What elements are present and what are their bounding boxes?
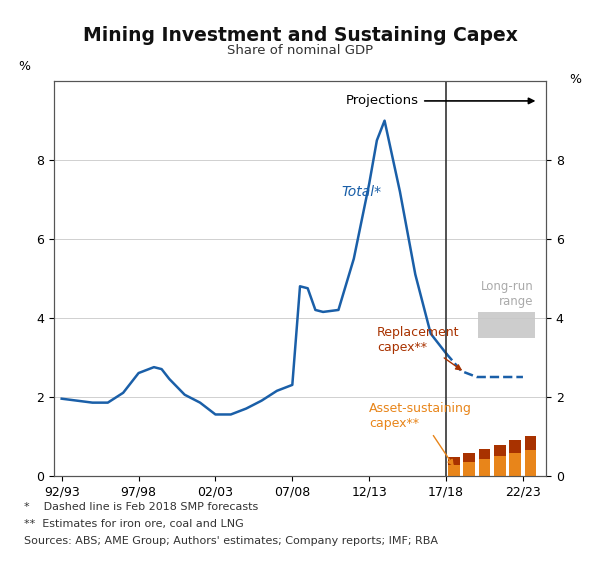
Bar	[479, 459, 490, 476]
Bar	[479, 449, 490, 459]
Text: **  Estimates for iron ore, coal and LNG: ** Estimates for iron ore, coal and LNG	[24, 519, 244, 529]
Bar	[463, 453, 475, 462]
Text: Share of nominal GDP: Share of nominal GDP	[227, 44, 373, 56]
Bar	[525, 436, 536, 450]
Text: Asset-sustaining
capex**: Asset-sustaining capex**	[369, 403, 472, 465]
Text: Projections: Projections	[346, 95, 533, 107]
Bar	[494, 456, 506, 476]
Text: Mining Investment and Sustaining Capex: Mining Investment and Sustaining Capex	[83, 26, 517, 45]
Bar	[478, 312, 535, 338]
Bar	[509, 453, 521, 476]
Text: Total*: Total*	[341, 184, 382, 198]
Bar	[494, 445, 506, 456]
Y-axis label: %: %	[569, 73, 581, 86]
Text: *    Dashed line is Feb 2018 SMP forecasts: * Dashed line is Feb 2018 SMP forecasts	[24, 502, 258, 512]
Bar	[525, 450, 536, 476]
Bar	[463, 462, 475, 476]
Bar	[448, 465, 460, 476]
Bar	[509, 440, 521, 453]
Text: Replacement
capex**: Replacement capex**	[377, 325, 461, 370]
Bar	[448, 458, 460, 465]
Text: Sources: ABS; AME Group; Authors' estimates; Company reports; IMF; RBA: Sources: ABS; AME Group; Authors' estima…	[24, 536, 438, 546]
Text: Long-run
range: Long-run range	[481, 280, 534, 308]
Y-axis label: %: %	[19, 60, 31, 73]
